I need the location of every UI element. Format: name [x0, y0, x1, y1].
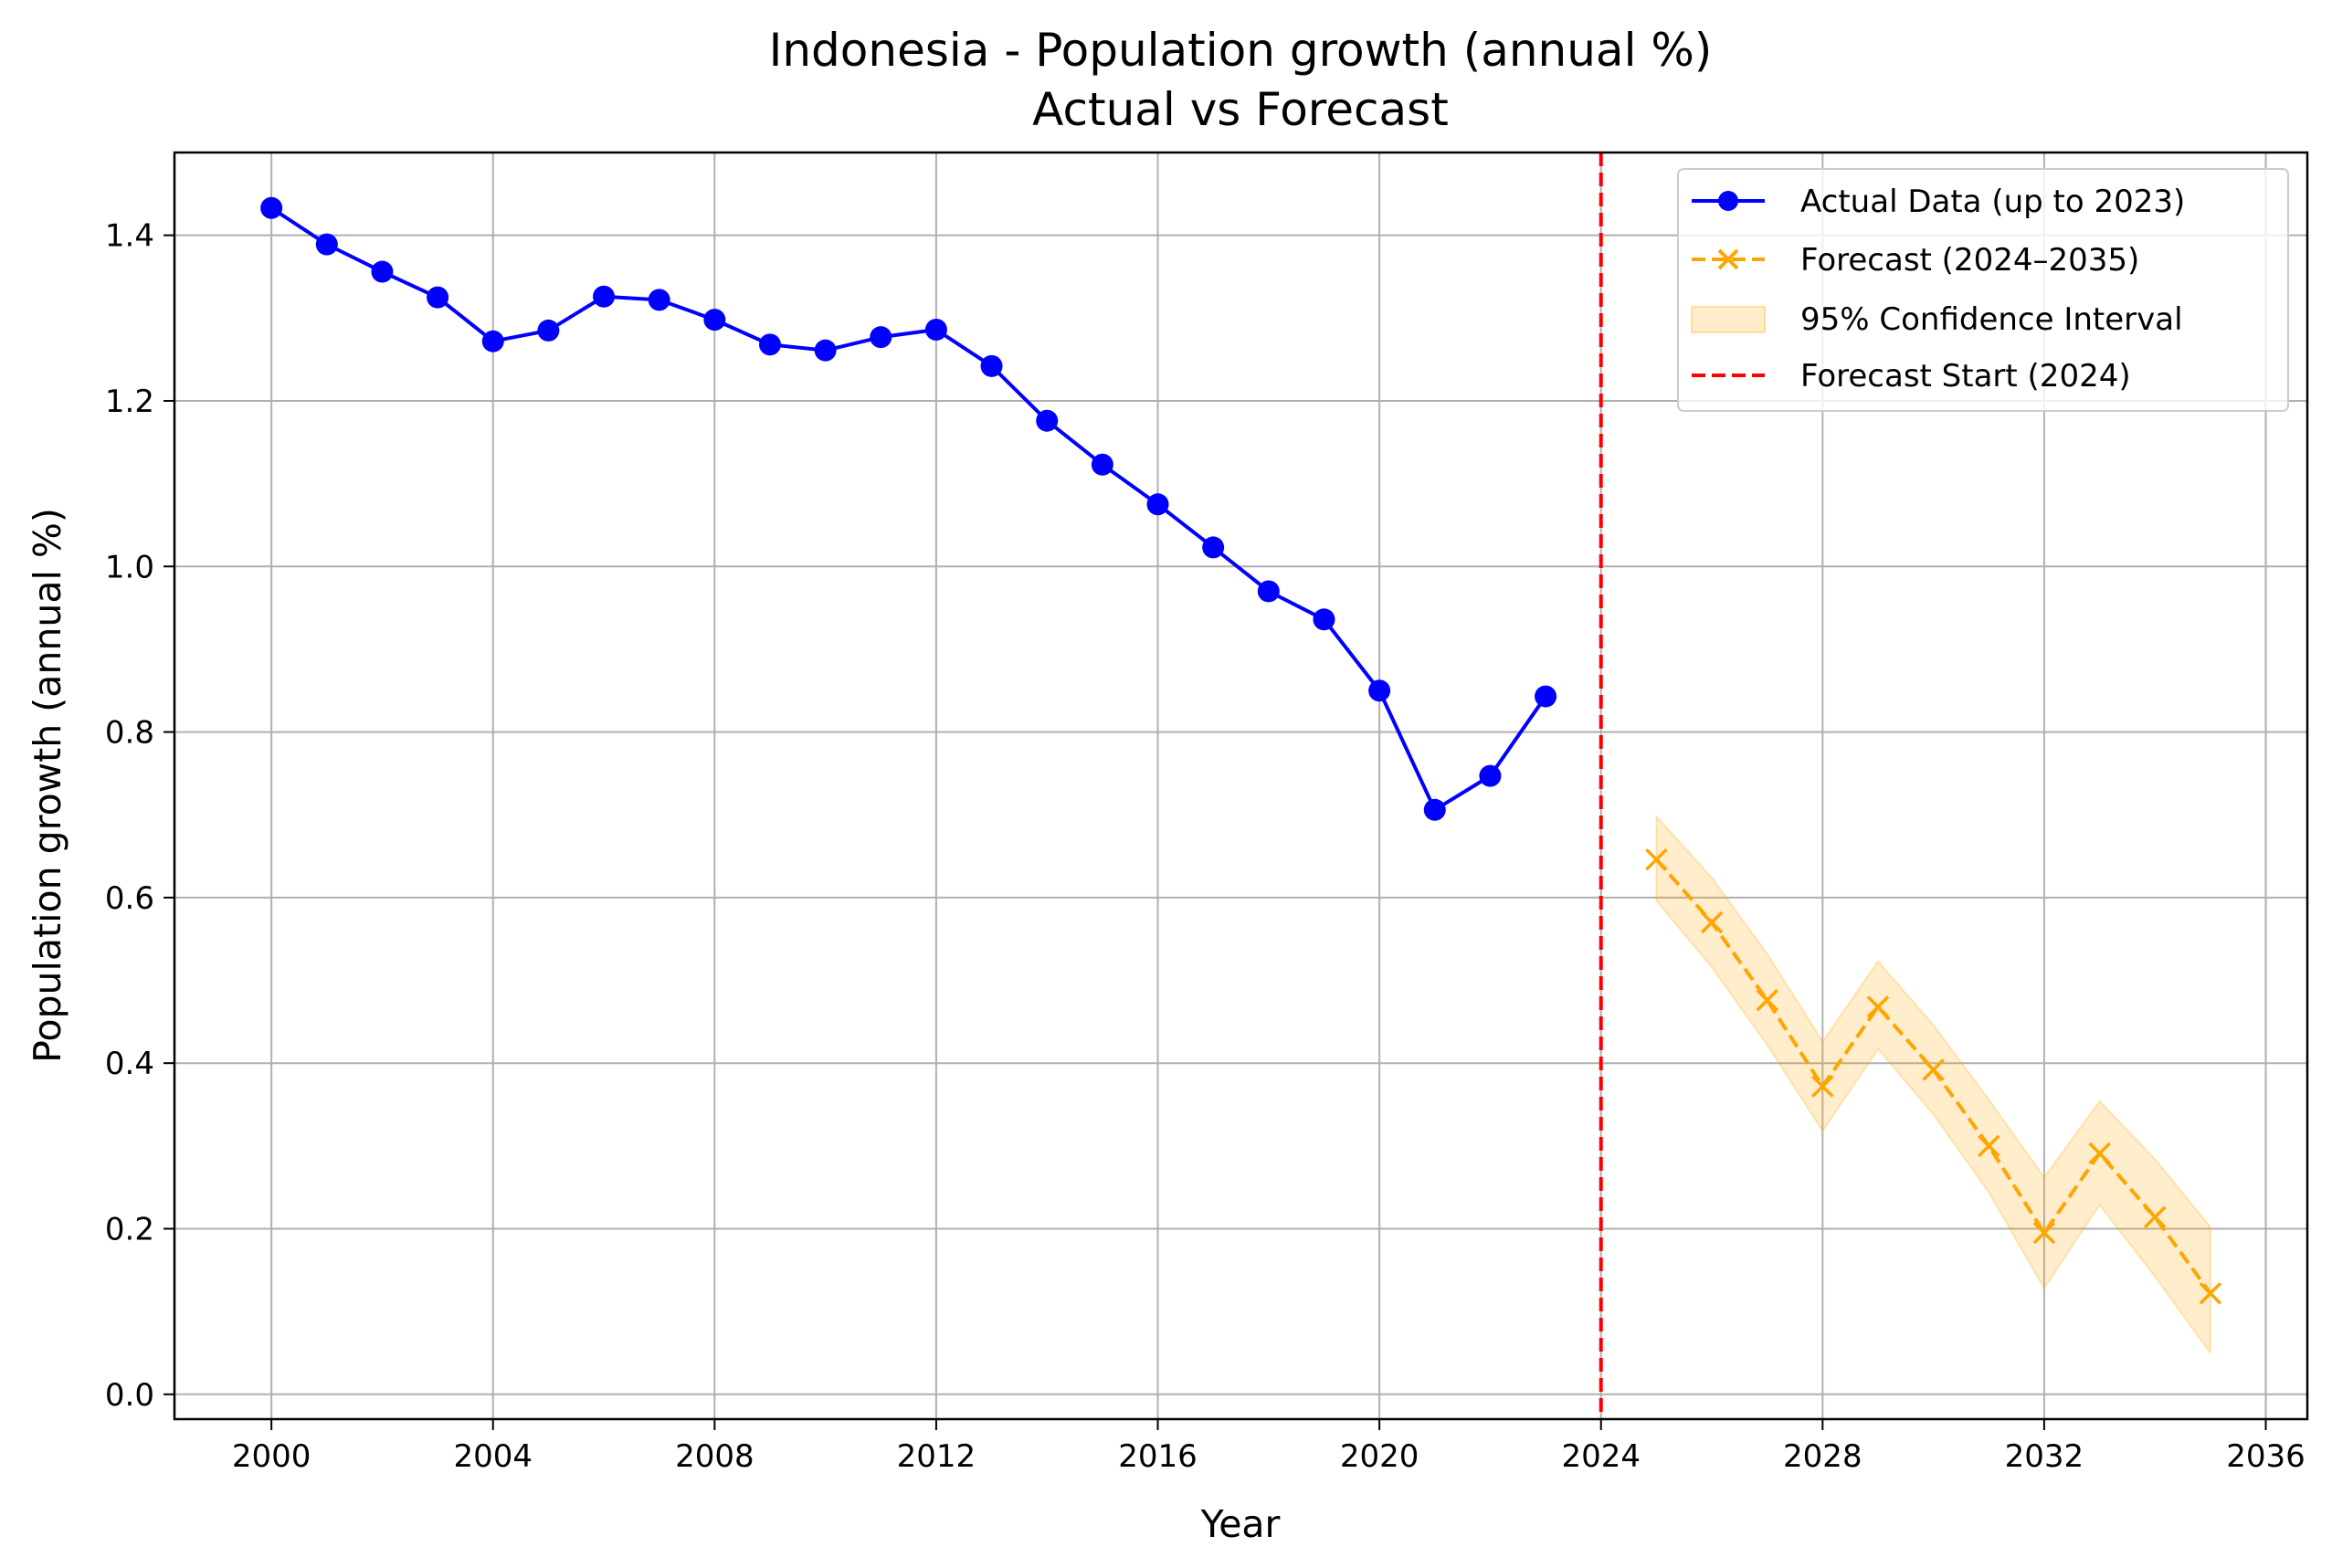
actual-point [315, 233, 338, 256]
actual-point [870, 326, 892, 349]
series-layer [260, 196, 2222, 1305]
actual-point [1257, 580, 1280, 603]
axis-ticks: 2000 2004 2008 2012 2016 2020 2024 2028 2032 2036… [105, 218, 2306, 1475]
actual-point [1036, 409, 1059, 432]
actual-point [427, 286, 449, 309]
forecast-point [1866, 995, 1890, 1018]
actual-point [758, 333, 781, 356]
actual-point [980, 354, 1003, 377]
actual-point [260, 196, 283, 219]
y-tick-label: 0.0 [105, 1377, 154, 1414]
actual-series-line [270, 206, 1547, 812]
confidence-interval-band [1655, 814, 2211, 1356]
legend-ci-swatch [1691, 306, 1766, 333]
forecast-point [1811, 1075, 1834, 1098]
x-tick-label: 2020 [1340, 1438, 1419, 1475]
forecast-point [2032, 1221, 2056, 1245]
actual-point [814, 339, 837, 362]
confidence-band [1655, 814, 2211, 1356]
x-tick-label: 2032 [2005, 1438, 2084, 1475]
actual-point [371, 260, 394, 283]
y-tick-label: 0.2 [105, 1211, 154, 1247]
legend-forecast-label: Forecast (2024–2035) [1800, 242, 2139, 279]
forecast-point [2088, 1142, 2111, 1165]
legend-ci-label: 95% Confidence Interval [1800, 301, 2183, 338]
legend-forecast-marker [1717, 248, 1739, 270]
grid-lines [174, 153, 2307, 1419]
x-tick-label: 2012 [897, 1438, 976, 1475]
x-tick-label: 2000 [232, 1438, 311, 1475]
actual-point [593, 285, 616, 308]
x-tick-label: 2008 [675, 1438, 754, 1475]
actual-point [1313, 608, 1335, 631]
actual-point [1146, 493, 1169, 516]
y-tick-label: 0.4 [105, 1046, 154, 1082]
y-tick-label: 1.0 [105, 549, 154, 585]
forecast-point [1922, 1058, 1945, 1081]
forecast-point [1645, 847, 1668, 871]
actual-point [924, 318, 947, 341]
legend-actual-label: Actual Data (up to 2023) [1800, 184, 2185, 220]
actual-point [1091, 453, 1113, 476]
legend-actual-marker [1718, 191, 1738, 211]
actual-point [1202, 536, 1225, 559]
x-tick-label: 2004 [453, 1438, 533, 1475]
forecast-point [1756, 989, 1778, 1012]
legend-box [1677, 168, 2289, 412]
actual-point [481, 330, 504, 353]
actual-point [703, 309, 726, 331]
x-axis-label: Year [1200, 1502, 1281, 1546]
x-tick-label: 2024 [1561, 1438, 1641, 1475]
x-tick-label: 2016 [1118, 1438, 1198, 1475]
legend: Actual Data (up to 2023) Forecast (2024–… [1677, 168, 2289, 412]
chart-subtitle: Actual vs Forecast [1032, 83, 1449, 136]
actual-point [1368, 679, 1391, 702]
y-axis-label: Population growth (annual %) [26, 508, 69, 1063]
y-tick-label: 1.2 [105, 384, 154, 420]
y-tick-label: 0.6 [105, 880, 154, 917]
forecast-point [2143, 1205, 2167, 1229]
actual-point [1535, 685, 1557, 708]
actual-point [648, 289, 670, 311]
actual-point [537, 319, 560, 342]
legend-forecast-start-label: Forecast Start (2024) [1800, 358, 2131, 395]
actual-point [1423, 798, 1446, 821]
forecast-point [2199, 1281, 2222, 1305]
x-tick-label: 2028 [1783, 1438, 1862, 1475]
forecast-point [1978, 1134, 2000, 1158]
x-tick-label: 2036 [2226, 1438, 2306, 1475]
actual-point [1479, 764, 1502, 787]
forecast-point [1700, 910, 1724, 934]
y-tick-label: 1.4 [105, 218, 154, 255]
plot-area-frame [173, 151, 2309, 1421]
chart-title: Indonesia - Population growth (annual %) [769, 24, 1713, 77]
y-tick-label: 0.8 [105, 715, 154, 752]
